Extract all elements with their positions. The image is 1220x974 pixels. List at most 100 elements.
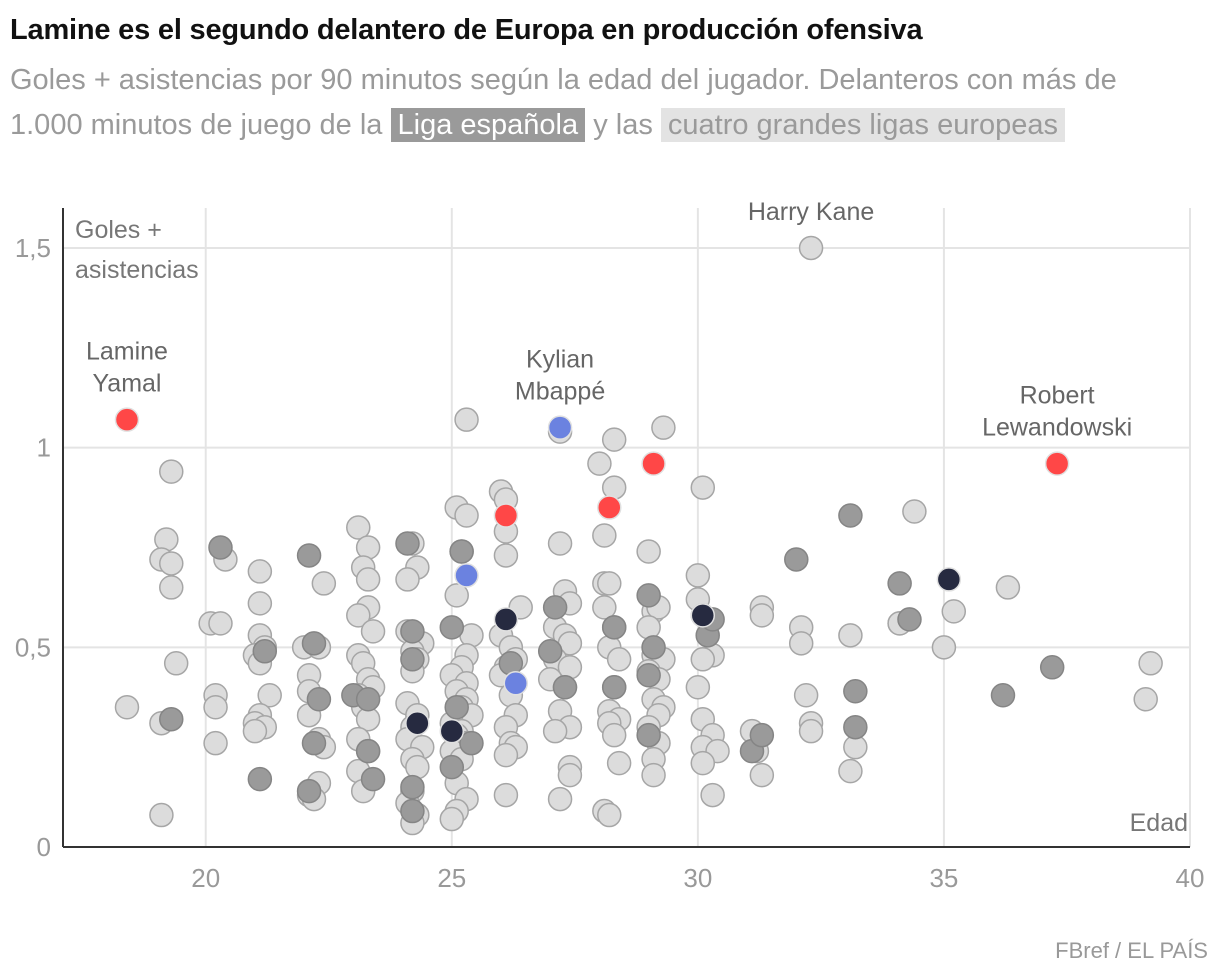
chart-title: Lamine es el segundo delantero de Europa… [10, 14, 923, 46]
data-point-other [355, 567, 381, 592]
data-point-liga [601, 615, 627, 640]
data-point-barcelona [597, 495, 622, 520]
data-point-other [601, 427, 627, 452]
data-point-liga [636, 663, 661, 688]
data-point-other [159, 551, 184, 576]
data-point-barcelona [114, 407, 140, 432]
data-point-liga [843, 714, 868, 740]
data-point-liga [252, 639, 278, 664]
data-point-other [838, 758, 863, 784]
data-point-other [587, 451, 612, 476]
scatter-chart: 20 25 30 35 40 0 0,5 1 1,5 Goles + asistencias Edad… [15, 198, 1205, 893]
data-point-liga [1039, 655, 1065, 680]
data-point-other [606, 647, 632, 672]
data-point-other [242, 718, 268, 744]
data-point-liga [439, 615, 465, 640]
data-point-other [838, 623, 863, 648]
data-point-liga [459, 730, 484, 756]
annotation-label: Mbappé [515, 378, 605, 406]
subtitle-text: Goles + asistencias por 90 minutos según… [10, 64, 1117, 141]
data-point-liga [897, 607, 922, 632]
data-point-other [208, 611, 233, 636]
data-point-dark [493, 607, 519, 632]
data-point-other [798, 235, 824, 261]
data-point-other [685, 675, 711, 700]
data-point-liga [439, 754, 465, 780]
data-point-liga [749, 722, 775, 748]
data-point-other [203, 694, 228, 720]
data-point-other [395, 567, 420, 592]
data-point-liga [208, 535, 233, 560]
x-tick-label: 35 [929, 863, 958, 893]
legend-cuatro-grandes-ligas: cuatro grandes ligas europeas [660, 108, 1066, 142]
data-point-liga [444, 694, 469, 720]
data-point-other [592, 523, 617, 548]
data-point-liga [636, 583, 661, 608]
data-point-other [493, 782, 519, 808]
y-axis-title: asistencias [75, 256, 199, 284]
data-point-other [749, 762, 775, 788]
data-point-liga [498, 651, 524, 676]
data-point-liga [537, 639, 563, 664]
data-point-other [685, 563, 711, 588]
data-point-other [636, 539, 661, 564]
legend-liga-espanola: Liga española [390, 108, 586, 142]
data-point-other [154, 527, 179, 552]
data-point-other [690, 475, 716, 500]
data-point-other [636, 615, 661, 640]
data-point-other [493, 742, 519, 768]
data-point-liga [355, 686, 381, 712]
data-point-liga [400, 798, 425, 824]
data-point-liga [641, 635, 666, 660]
data-point-other [454, 503, 479, 528]
data-point-other [346, 515, 371, 540]
data-point-liga [838, 503, 863, 528]
data-point-liga [301, 631, 327, 656]
data-point-other [641, 762, 666, 788]
data-point-liga [301, 730, 327, 756]
data-point-other [931, 635, 957, 660]
data-point-other [439, 806, 465, 832]
data-point-other [601, 475, 627, 500]
data-point-liga [552, 675, 578, 700]
source-credit: FBref / EL PAÍS [1055, 938, 1208, 963]
data-point-other [547, 786, 573, 812]
data-point-other [247, 591, 273, 616]
data-point-other [749, 603, 775, 628]
data-point-liga [296, 778, 322, 804]
data-point-barcelona [641, 451, 666, 476]
data-point-other [163, 651, 189, 676]
x-tick-label: 40 [1176, 863, 1205, 893]
data-point-other [690, 750, 716, 776]
data-point-real-madrid [454, 563, 479, 588]
subtitle-text-middle: y las [593, 109, 653, 141]
data-point-other [1133, 686, 1158, 712]
y-tick-label: 0,5 [15, 632, 51, 662]
data-point-other [114, 694, 140, 720]
data-point-other [346, 603, 371, 628]
data-point-other [247, 559, 273, 584]
data-point-other [493, 543, 519, 568]
data-point-liga [601, 675, 627, 700]
data-point-other [159, 459, 184, 484]
data-point-liga [400, 647, 425, 672]
data-point-other [1138, 651, 1163, 676]
data-point-other [597, 571, 622, 596]
data-point-other [690, 647, 716, 672]
data-point-other [355, 535, 381, 560]
data-point-liga [449, 539, 474, 564]
data-point-liga [542, 595, 568, 620]
data-point-other [606, 750, 632, 776]
data-point-other [601, 722, 627, 748]
data-point-other [149, 802, 174, 828]
x-tick-label: 20 [191, 863, 220, 893]
data-point-liga [400, 774, 425, 800]
data-point-other [360, 619, 386, 644]
data-point-other [995, 575, 1021, 600]
x-tick-label: 25 [437, 863, 466, 893]
annotation-label: Yamal [92, 370, 161, 398]
annotation-label: Lamine [86, 338, 168, 366]
data-point-other [311, 571, 337, 596]
data-point-liga [843, 678, 868, 704]
chart-subtitle: Goles + asistencias por 90 minutos según… [10, 58, 1190, 148]
